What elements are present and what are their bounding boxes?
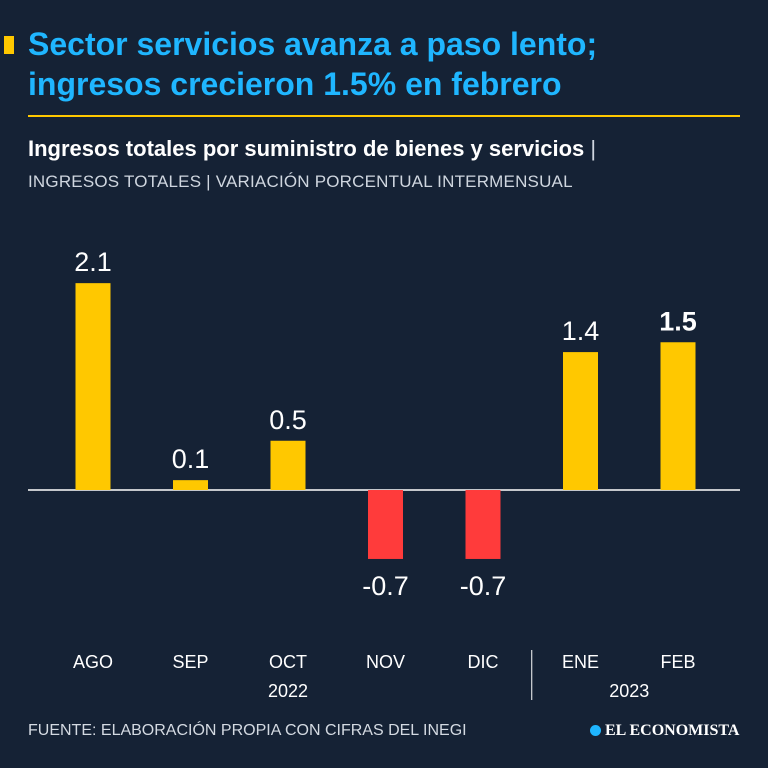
bar-sep — [173, 480, 208, 490]
brand-name: EL ECONOMISTA — [605, 722, 740, 739]
data-label-dic: -0.7 — [460, 571, 507, 601]
category-label-feb: FEB — [660, 652, 695, 672]
chart-units: INGRESOS TOTALES | VARIACIÓN PORCENTUAL … — [28, 172, 573, 191]
year-label-2023: 2023 — [609, 681, 649, 701]
title-line-1: Sector servicios avanza a paso lento; — [28, 26, 598, 62]
title-accent-bar — [4, 36, 14, 54]
category-label-oct: OCT — [269, 652, 307, 672]
year-label-2022: 2022 — [268, 681, 308, 701]
chart-title: Sector servicios avanza a paso lento; in… — [28, 24, 748, 104]
bar-feb — [660, 342, 696, 490]
subtitle-separator: | — [590, 136, 597, 161]
title-line-2: ingresos crecieron 1.5% en febrero — [28, 66, 562, 102]
category-label-nov: NOV — [366, 652, 405, 672]
data-label-nov: -0.7 — [362, 571, 409, 601]
category-label-dic: DIC — [468, 652, 499, 672]
category-label-sep: SEP — [172, 652, 208, 672]
chart-subtitle: Ingresos totales por suministro de biene… — [28, 136, 748, 162]
category-label-ene: ENE — [562, 652, 599, 672]
bar-ago — [75, 283, 111, 490]
subtitle-text: Ingresos totales por suministro de biene… — [28, 136, 585, 161]
brand-logo: EL ECONOMISTA — [590, 722, 739, 740]
data-label-feb: 1.5 — [659, 306, 697, 336]
category-label-ago: AGO — [73, 652, 113, 672]
data-label-oct: 0.5 — [269, 405, 307, 435]
title-divider — [28, 115, 740, 117]
brand-icon — [590, 725, 601, 736]
bar-nov — [368, 490, 403, 559]
bar-dic — [465, 490, 501, 559]
source-note: FUENTE: ELABORACIÓN PROPIA CON CIFRAS DE… — [28, 722, 467, 739]
bar-oct — [270, 440, 306, 490]
data-label-sep: 0.1 — [172, 444, 210, 474]
data-label-ago: 2.1 — [74, 247, 112, 277]
data-label-ene: 1.4 — [562, 316, 600, 346]
bar-ene — [563, 352, 598, 490]
